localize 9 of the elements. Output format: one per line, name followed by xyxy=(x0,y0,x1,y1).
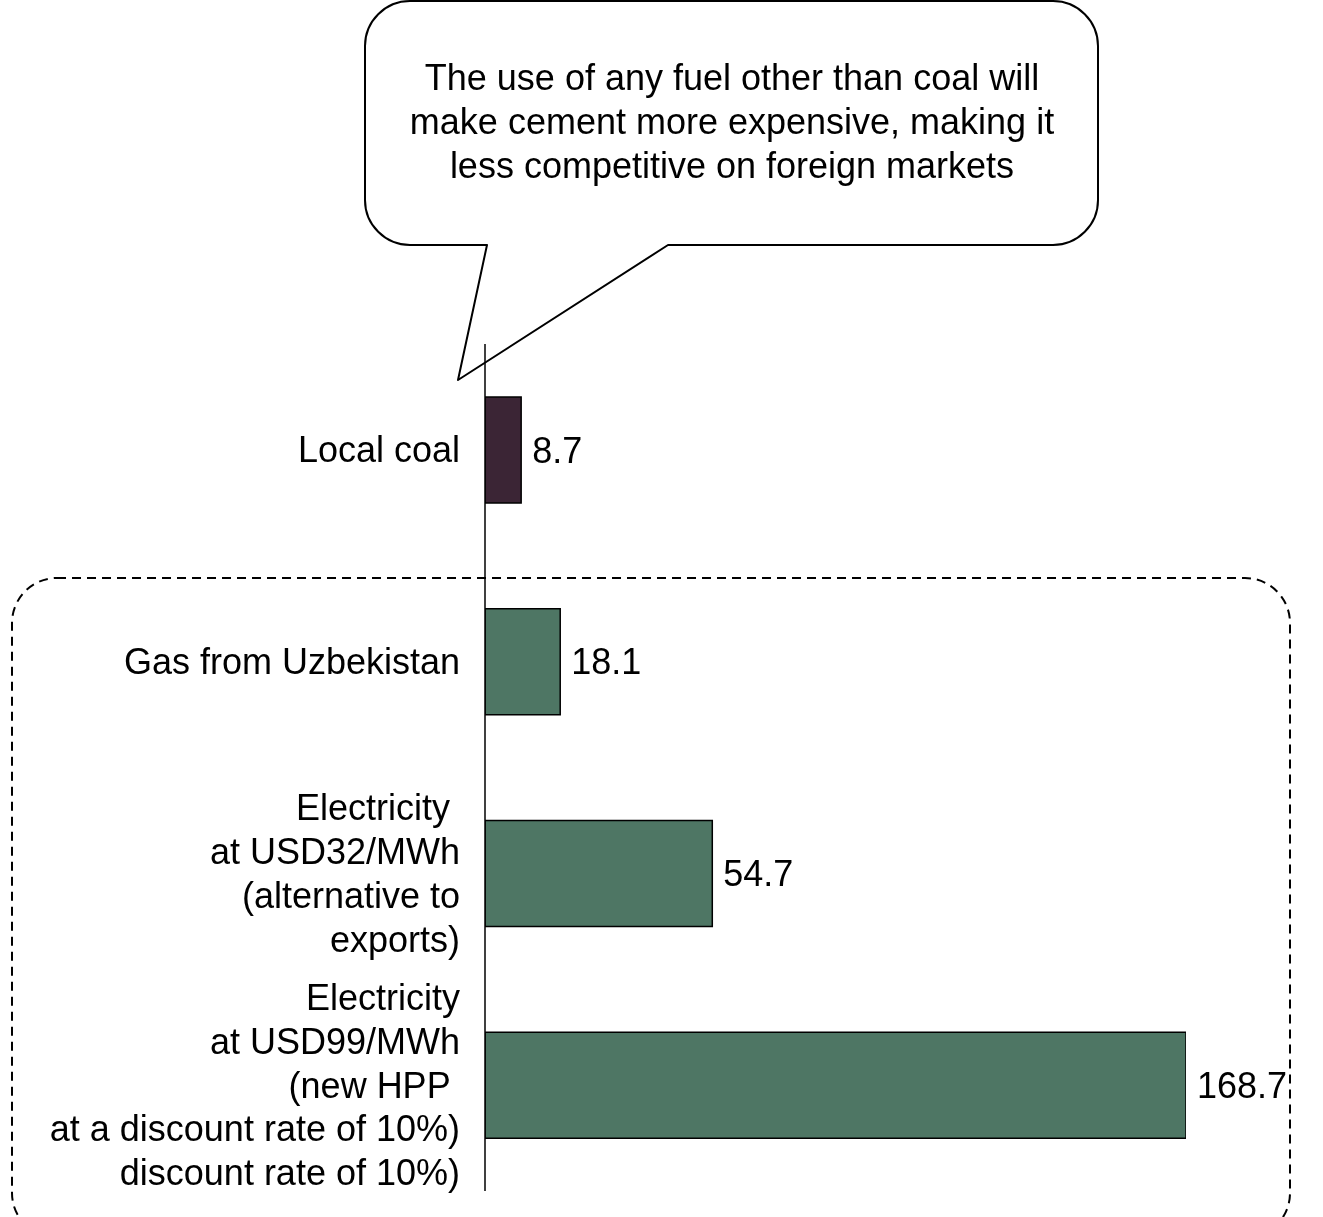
data-label: 18.1 xyxy=(571,641,642,683)
data-label: 8.7 xyxy=(532,429,583,471)
data-label: 168.7 xyxy=(1197,1064,1288,1106)
y-tick-label: Electricity at USD99/MWh (new HPP at a discount rate of 10%) discount rate of 10%) xyxy=(49,977,460,1194)
text: The use of any fuel other than coal will make cement more expensive, making it less competitive on foreign markets xyxy=(408,56,1056,188)
y-tick-label: Local coal xyxy=(297,429,460,471)
y-tick-label: Electricity at USD32/MWh (alternative to exports) xyxy=(209,787,460,960)
y-tick-label: Gas from Uzbekistan xyxy=(123,641,460,683)
data-label: 54.7 xyxy=(723,853,794,895)
